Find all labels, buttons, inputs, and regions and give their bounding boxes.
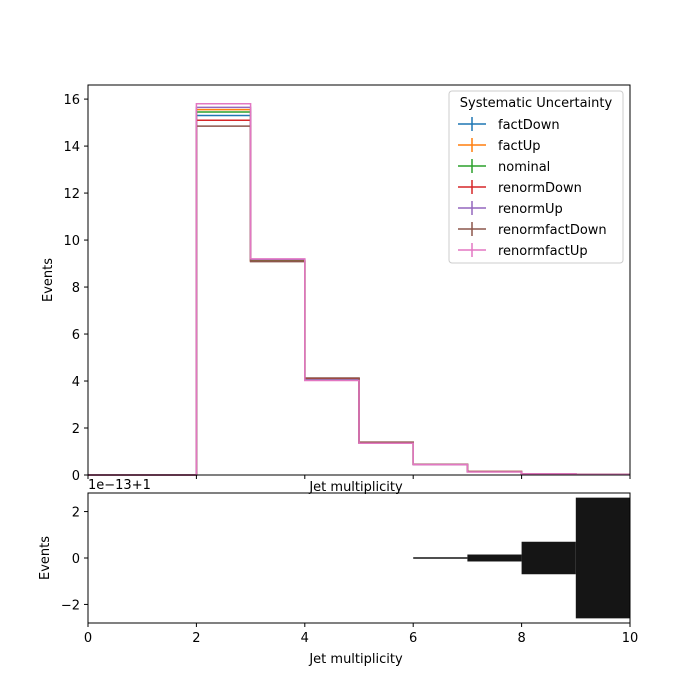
main-y-ticks: 0 2 4 6 8 10 12 14 16 <box>63 93 88 484</box>
uncertainty-band-bar <box>575 497 630 619</box>
main-y-tick-label: 10 <box>63 234 80 249</box>
main-panel: 0 2 4 6 8 10 12 14 16 Events Jet multiplicity Sy… <box>41 84 631 495</box>
main-x-ticks <box>87 475 631 479</box>
legend-item-renormDown: renormDown <box>458 180 582 196</box>
ratio-y-ticks: −2 0 2 <box>61 506 88 613</box>
legend-label-factUp: factUp <box>498 139 541 154</box>
legend-label-factDown: factDown <box>498 118 560 133</box>
ratio-plot-frame <box>87 492 631 624</box>
legend-title: Systematic Uncertainty <box>460 96 613 111</box>
ratio-x-tick-label: 4 <box>301 631 309 646</box>
legend: Systematic Uncertainty factDown factUp nom… <box>448 90 624 264</box>
ratio-y-axis-label: Events <box>38 536 53 580</box>
legend-item-renormfactDown: renormfactDown <box>458 222 607 238</box>
ratio-y-tick-label: 2 <box>72 506 80 521</box>
legend-item-renormUp: renormUp <box>458 201 563 217</box>
main-y-tick-label: 8 <box>72 281 80 296</box>
ratio-x-tick-label: 6 <box>409 631 417 646</box>
legend-item-factDown: factDown <box>458 117 560 133</box>
ratio-band-group <box>413 497 630 619</box>
uncertainty-band-bar <box>467 554 522 562</box>
main-y-axis-label: Events <box>41 258 56 302</box>
main-y-tick-label: 16 <box>63 93 80 108</box>
legend-label-renormfactUp: renormfactUp <box>498 244 588 259</box>
main-y-tick-label: 2 <box>72 422 80 437</box>
ratio-x-axis-label: Jet multiplicity <box>308 652 403 667</box>
ratio-x-tick-label: 0 <box>84 631 92 646</box>
legend-label-renormDown: renormDown <box>498 181 582 196</box>
legend-item-nominal: nominal <box>458 159 550 175</box>
legend-label-renormfactDown: renormfactDown <box>498 223 607 238</box>
ratio-y-tick-label: 0 <box>72 552 80 567</box>
legend-items: factDown factUp nominal renormDown renormUp r… <box>458 117 607 259</box>
ratio-x-tick-label: 2 <box>192 631 200 646</box>
legend-item-renormfactUp: renormfactUp <box>458 243 588 259</box>
ratio-x-tick-label: 10 <box>622 631 639 646</box>
main-x-axis-label: Jet multiplicity <box>308 480 403 495</box>
main-y-tick-label: 6 <box>72 328 80 343</box>
ratio-x-tick-label: 8 <box>517 631 525 646</box>
legend-box <box>448 90 624 264</box>
main-y-tick-label: 12 <box>63 187 80 202</box>
ratio-x-ticks: 0 2 4 6 8 10 <box>84 623 638 646</box>
main-y-tick-label: 4 <box>72 375 80 390</box>
ratio-offset-text: 1e−13+1 <box>88 478 151 493</box>
legend-label-nominal: nominal <box>498 160 550 175</box>
legend-item-factUp: factUp <box>458 138 541 154</box>
ratio-y-tick-label: −2 <box>61 598 80 613</box>
main-y-tick-label: 0 <box>72 469 80 484</box>
uncertainty-band-bar <box>413 557 468 559</box>
main-plot-frame <box>87 84 631 476</box>
series-step-renormfactUp <box>88 103 630 476</box>
main-series-group <box>88 103 630 476</box>
main-y-tick-label: 14 <box>63 140 80 155</box>
ratio-panel: −2 0 2 0 2 4 6 8 10 1e−13+1 Events Jet multipli… <box>38 478 638 667</box>
legend-label-renormUp: renormUp <box>498 202 563 217</box>
uncertainty-band-bar <box>521 541 576 575</box>
